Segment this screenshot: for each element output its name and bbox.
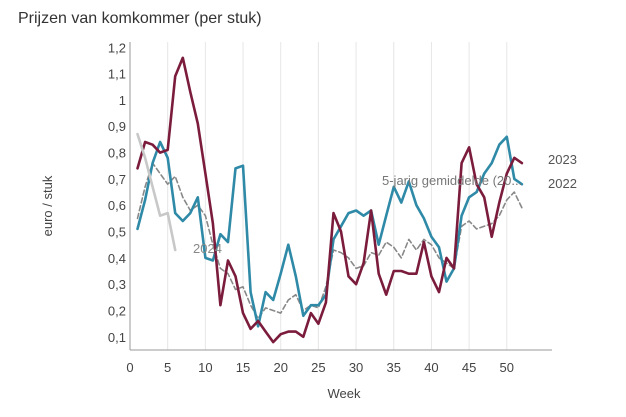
y-tick-label: 0,7 [108,172,126,187]
y-tick-label: 0,3 [108,277,126,292]
x-axis-title: Week [328,386,361,401]
y-tick-label: 0,9 [108,119,126,134]
x-tick-label: 0 [126,360,133,375]
series-line-2023 [136,56,524,344]
y-tick-label: 1,2 [108,40,126,55]
grid-lines [167,42,508,350]
series-label: 5-jarig gemiddelde (20... [382,173,522,188]
y-axis-title: euro / stuk [40,175,55,236]
series-lines [136,56,524,344]
chart-title: Prijzen van komkommer (per stuk) [18,10,262,27]
series-label: 2023 [548,152,577,167]
y-tick-label: 0,5 [108,225,126,240]
x-tick-label: 35 [387,360,401,375]
y-tick-label: 0,8 [108,146,126,161]
series-label: 2022 [548,176,577,191]
x-tick-label: 30 [349,360,363,375]
y-tick-label: 0,1 [108,330,126,345]
y-tick-label: 1 [119,93,126,108]
x-tick-label: 25 [311,360,325,375]
series-label: 2024 [193,241,222,256]
y-tick-label: 0,6 [108,198,126,213]
x-tick-label: 40 [424,360,438,375]
x-tick-label: 10 [198,360,212,375]
series-line-2024 [136,132,177,252]
x-tick-label: 45 [462,360,476,375]
x-tick-label: 20 [273,360,287,375]
x-tick-label: 50 [500,360,514,375]
x-tick-label: 15 [236,360,250,375]
x-tick-label: 5 [164,360,171,375]
series-line-2022 [136,135,524,328]
y-tick-label: 0,2 [108,304,126,319]
y-tick-label: 0,4 [108,251,126,266]
y-tick-label: 1,1 [108,67,126,82]
axes: 0 5 10 15 20 25 30 35 40 45 50 0,1 0,2 0,3 0,4 0,5 0,6 0,… [40,40,552,401]
labels: 5-jarig gemiddelde (20... 2022 2023 2024 [193,152,577,256]
